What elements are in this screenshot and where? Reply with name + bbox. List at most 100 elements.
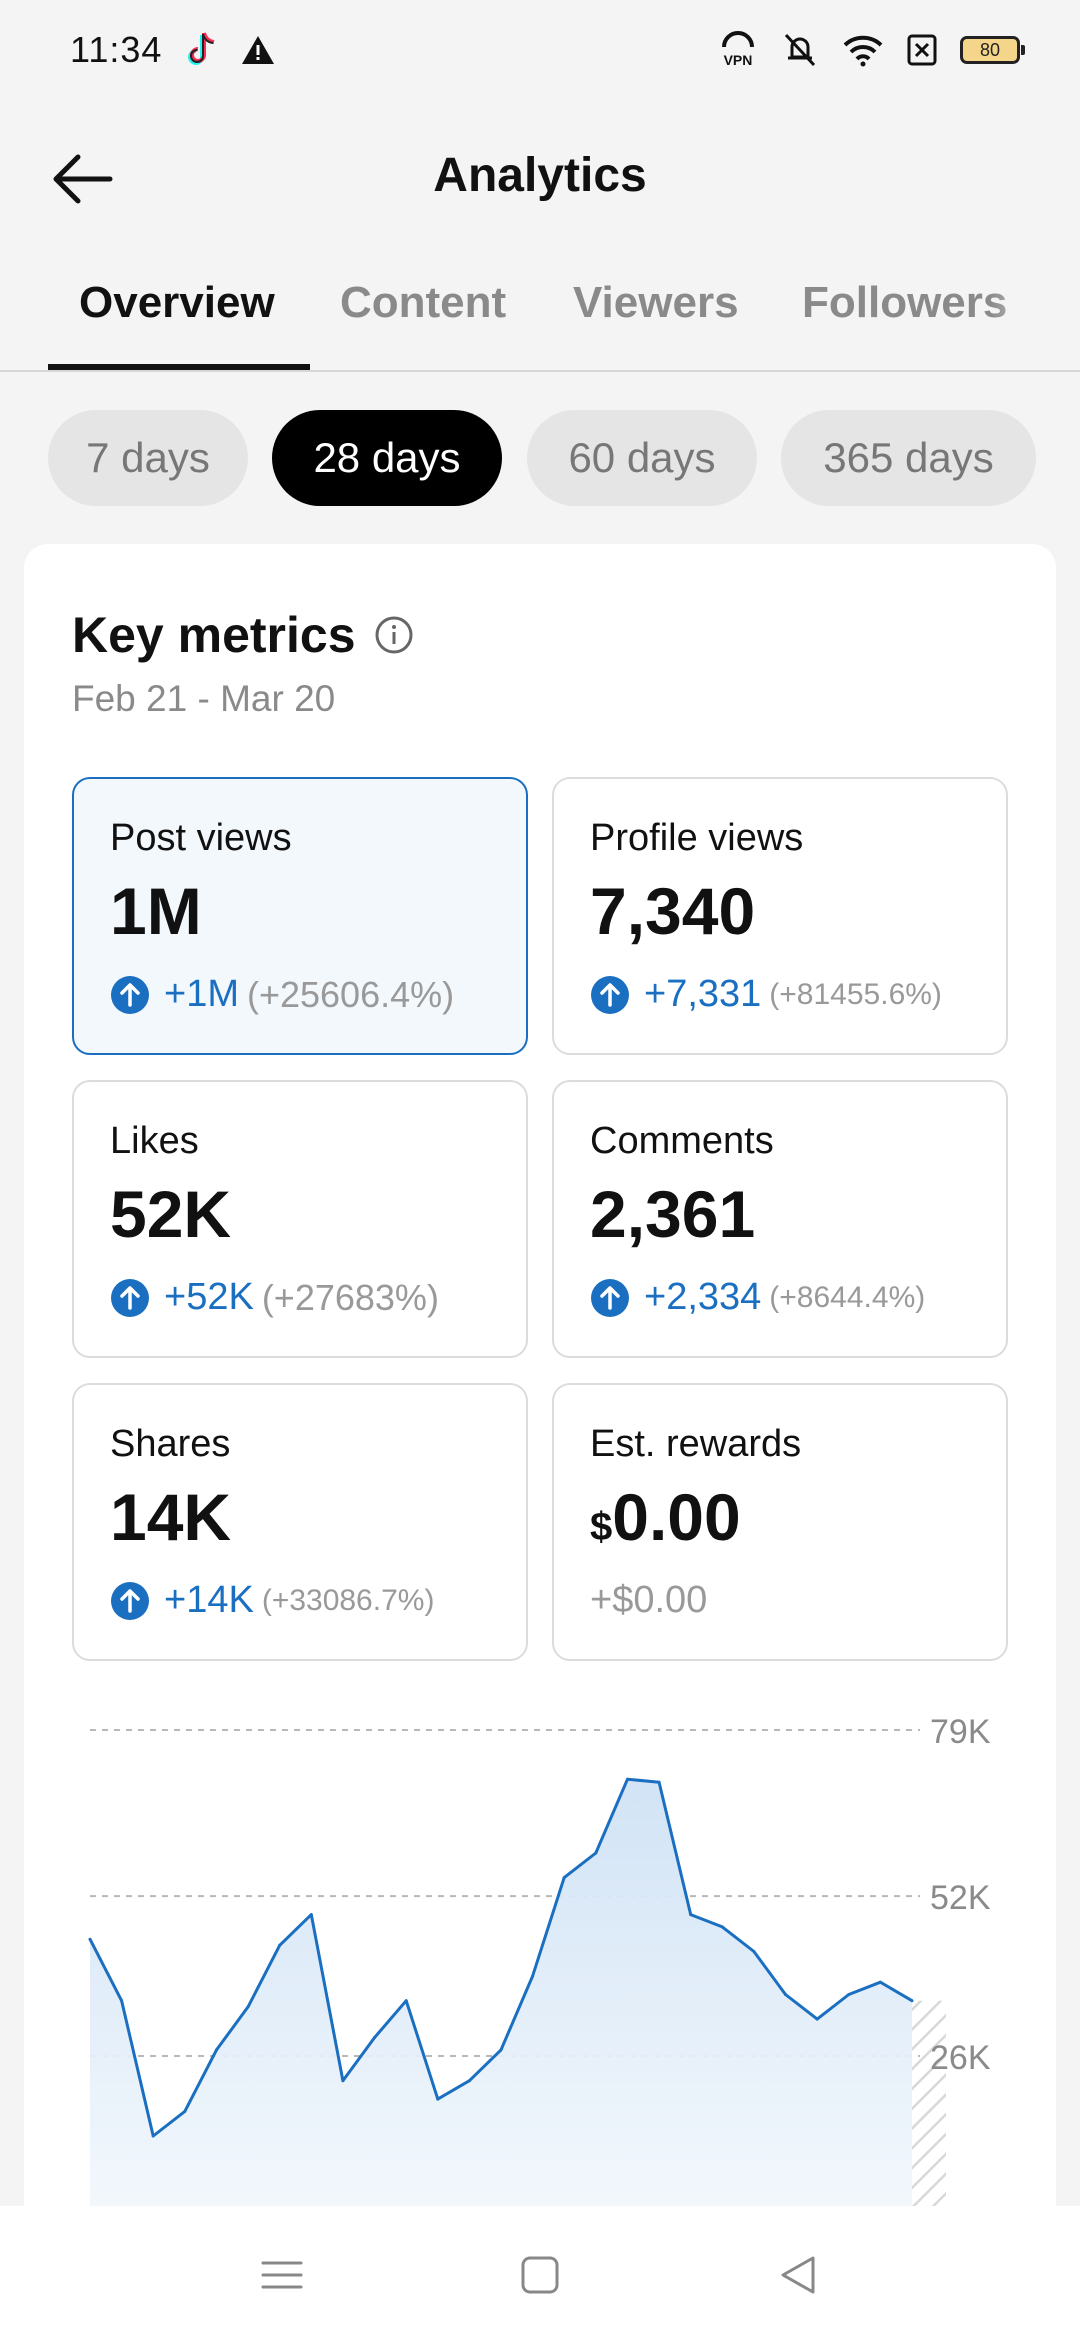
data-point <box>626 1777 629 1781</box>
date-range: Feb 21 - Mar 20 <box>72 678 336 719</box>
status-time: 11:34 <box>70 29 163 70</box>
metric-shares[interactable]: Shares 14K +14K (+33086.7%) <box>72 1383 528 1661</box>
data-point <box>183 2109 187 2113</box>
tab-followers[interactable]: Followers <box>802 278 1008 327</box>
chip-7-days[interactable]: 7 days <box>48 410 248 506</box>
key-metrics-card: Key metrics Feb 21 - Mar 20 Post views 1… <box>24 544 1056 2284</box>
data-point <box>341 2079 345 2083</box>
metric-label: Profile views <box>590 817 804 859</box>
chip-365-days[interactable]: 365 days <box>781 410 1036 506</box>
data-point <box>151 2134 155 2138</box>
tab-overflow-fade <box>990 250 1080 370</box>
info-icon[interactable] <box>374 615 414 655</box>
series-area <box>90 1779 912 2216</box>
metric-comments[interactable]: Comments 2,361 +2,334 (+8644.4%) <box>552 1080 1008 1358</box>
date-range-chips: 7 days 28 days 60 days 365 days <box>0 410 1080 510</box>
back-icon[interactable] <box>773 2250 823 2300</box>
data-point <box>594 1851 598 1855</box>
arrow-up-circle-icon <box>111 1581 149 1620</box>
data-point <box>562 1876 566 1880</box>
data-point <box>878 1980 882 1984</box>
metric-delta: +1M (+25606.4%) <box>110 973 454 1016</box>
currency-symbol: $ <box>590 1505 613 1549</box>
metric-label: Comments <box>590 1120 774 1162</box>
delta-value: +52K <box>164 1276 254 1318</box>
tab-overview[interactable]: Overview <box>79 278 275 327</box>
metric-label: Shares <box>110 1423 231 1465</box>
data-point <box>752 1950 756 1953</box>
metric-value: 14K <box>110 1480 232 1554</box>
y-tick-label: 52K <box>930 1879 991 1917</box>
page-title: Analytics <box>433 148 647 202</box>
delta-percent: (+27683%) <box>261 1276 439 1318</box>
delta-percent: (+8644.4%) <box>769 1280 926 1314</box>
delta-value: +7,331 <box>644 973 762 1015</box>
y-tick-label: 26K <box>930 2039 991 2077</box>
metric-amount: 0.00 <box>612 1480 741 1554</box>
metric-label: Post views <box>110 817 292 859</box>
sim-off-icon <box>907 34 937 66</box>
chip-60-days[interactable]: 60 days <box>527 410 757 506</box>
data-point <box>373 2036 376 2040</box>
menu-icon[interactable] <box>257 2250 307 2300</box>
metric-profile-views[interactable]: Profile views 7,340 +7,331 (+81455.6%) <box>552 777 1008 1055</box>
data-point <box>309 1913 313 1917</box>
data-point <box>467 2079 471 2083</box>
tab-content[interactable]: Content <box>340 278 507 327</box>
tab-bar: Overview Content Viewers Followers <box>0 250 1080 372</box>
arrow-up-circle-icon <box>111 975 149 1014</box>
delta-value: +1M <box>164 973 239 1015</box>
metric-est-rewards[interactable]: Est. rewards $0.00 +$0.00 <box>552 1383 1008 1661</box>
chip-28-days[interactable]: 28 days <box>272 410 502 506</box>
delta-percent: (+25606.4%) <box>246 973 455 1015</box>
data-point <box>120 1999 124 2003</box>
delta-percent: (+33086.7%) <box>261 1583 435 1617</box>
data-point <box>657 1780 661 1784</box>
metric-value: 2,361 <box>590 1177 756 1251</box>
data-point <box>499 2048 503 2052</box>
metric-delta: +2,334 (+8644.4%) <box>590 1276 925 1319</box>
arrow-up-circle-icon <box>111 1278 149 1317</box>
metric-delta: +7,331 (+81455.6%) <box>590 973 942 1016</box>
data-point <box>88 1937 92 1941</box>
vpn-icon: VPN <box>722 31 754 68</box>
battery-icon: 80 <box>960 36 1025 64</box>
delta-value: +2,334 <box>644 1276 762 1318</box>
app-header: Analytics <box>0 110 1080 240</box>
metric-post-views[interactable]: Post views 1M +1M (+25606.4%) <box>72 777 528 1055</box>
card-title: Key metrics <box>72 607 356 663</box>
data-point <box>847 1993 851 1996</box>
mute-icon <box>784 33 816 67</box>
metric-value: $0.00 <box>590 1479 741 1555</box>
data-point <box>815 2017 819 2021</box>
tab-viewers[interactable]: Viewers <box>573 278 739 327</box>
pending-data-region <box>912 2000 946 2216</box>
metric-label: Est. rewards <box>590 1423 802 1465</box>
data-point <box>404 1999 408 2003</box>
tiktok-icon <box>188 32 215 65</box>
metric-value: 1M <box>110 874 202 948</box>
metric-likes[interactable]: Likes 52K +52K (+27683%) <box>72 1080 528 1358</box>
chart-svg: 79K 52K 26K <box>88 1713 991 2218</box>
status-bar: 11:34 VPN 80 <box>0 0 1080 100</box>
warning-icon <box>242 36 275 64</box>
data-point <box>436 2097 440 2101</box>
home-icon[interactable] <box>515 2250 565 2300</box>
system-nav-bar <box>0 2206 1080 2340</box>
data-point <box>784 1993 787 1996</box>
back-arrow-icon[interactable] <box>48 144 118 214</box>
delta-value: +14K <box>164 1579 254 1621</box>
metric-delta: +52K (+27683%) <box>110 1276 439 1319</box>
data-point <box>278 1943 282 1947</box>
y-tick-label: 79K <box>930 1713 991 1751</box>
metric-value: 52K <box>110 1177 232 1251</box>
metric-delta: +$0.00 <box>590 1579 707 1622</box>
data-point <box>215 2048 218 2052</box>
metric-label: Likes <box>110 1120 199 1162</box>
tab-indicator <box>48 364 310 370</box>
delta-value: +$0.00 <box>590 1579 708 1621</box>
arrow-up-circle-icon <box>591 975 629 1014</box>
wifi-icon <box>843 35 883 67</box>
arrow-up-circle-icon <box>591 1278 629 1317</box>
svg-text:VPN: VPN <box>724 52 753 68</box>
